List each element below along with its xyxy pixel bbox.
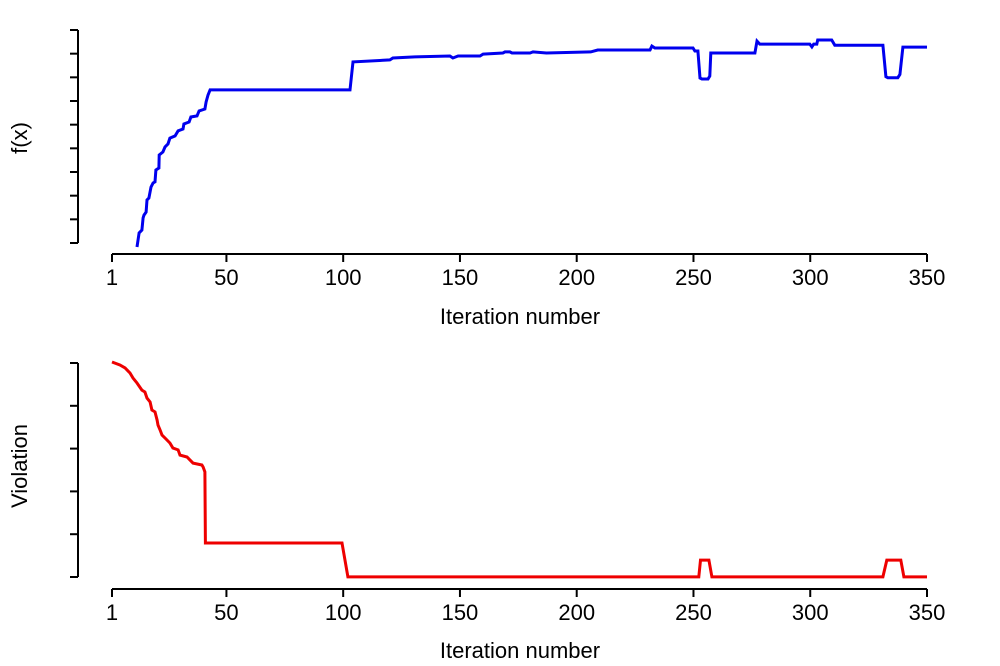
- violation-x-tick-label: 250: [675, 600, 712, 625]
- fx-x-tick-label: 300: [792, 265, 829, 290]
- fx-y-axis-title: f(x): [7, 122, 32, 154]
- fx-x-tick-label: 100: [325, 265, 362, 290]
- violation-curve: [111, 360, 927, 579]
- violation-plot: 1 50 100 150 200 250 300 350 Violation Iteratio…: [7, 360, 945, 663]
- violation-x-tick-label: 100: [325, 600, 362, 625]
- violation-x-tick-label: 150: [442, 600, 479, 625]
- violation-y-axis-title: Violation: [7, 424, 32, 508]
- violation-x-axis-title: Iteration number: [440, 638, 600, 663]
- fx-x-tick-label: 1: [106, 265, 118, 290]
- fx-x-axis-title: Iteration number: [440, 304, 600, 329]
- fx-x-tick-label: 250: [675, 265, 712, 290]
- fx-x-tick-labels: 1 50 100 150 200 250 300 350: [106, 265, 945, 290]
- fx-x-tick-label: 150: [442, 265, 479, 290]
- fx-axes: [70, 29, 928, 262]
- fx-x-tick-label: 50: [214, 265, 238, 290]
- violation-axes: [70, 362, 928, 597]
- violation-x-tick-labels: 1 50 100 150 200 250 300 350: [106, 600, 945, 625]
- fx-x-tick-label: 350: [909, 265, 946, 290]
- violation-x-tick-label: 50: [214, 600, 238, 625]
- violation-x-tick-label: 1: [106, 600, 118, 625]
- fx-plot: 1 50 100 150 200 250 300 350 f(x) Iteration num…: [7, 29, 945, 329]
- fx-curve: [135, 37, 927, 248]
- violation-x-tick-label: 300: [792, 600, 829, 625]
- violation-x-tick-label: 200: [558, 600, 595, 625]
- fx-x-tick-label: 200: [558, 265, 595, 290]
- violation-x-tick-label: 350: [909, 600, 946, 625]
